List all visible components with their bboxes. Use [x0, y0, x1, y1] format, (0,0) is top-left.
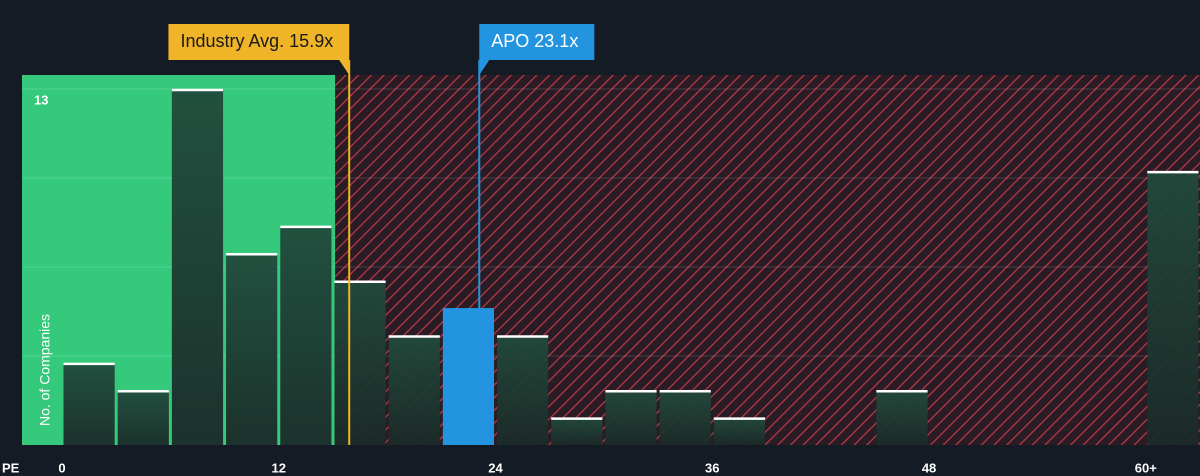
- bar: [226, 253, 278, 445]
- bars: [63, 88, 1199, 445]
- y-axis-label: No. of Companies: [37, 314, 53, 426]
- annotation-label: APO 23.1x: [491, 31, 578, 51]
- x-tick-label: 60+: [1135, 460, 1157, 475]
- x-tick-label: 0: [58, 460, 65, 475]
- x-axis-label: PE: [2, 460, 20, 475]
- x-tick-label: 24: [488, 460, 503, 475]
- bar: [280, 225, 332, 445]
- x-tick-label: 48: [922, 460, 936, 475]
- annotation-label: Industry Avg. 15.9x: [180, 31, 333, 51]
- bar: [497, 335, 549, 445]
- bar: [63, 362, 115, 445]
- bar: [1147, 171, 1199, 445]
- annotation-box: [168, 24, 350, 75]
- bar: [876, 390, 928, 445]
- bar: [551, 417, 603, 445]
- bar: [334, 280, 386, 445]
- x-tick-label: 36: [705, 460, 719, 475]
- bar: [171, 89, 224, 445]
- highlighted-bar: [442, 308, 495, 445]
- bar: [605, 390, 657, 445]
- y-tick-label: 13: [34, 92, 48, 107]
- annotation-box: [479, 24, 595, 75]
- bar: [659, 390, 711, 445]
- bar: [713, 417, 765, 445]
- bar: [388, 335, 440, 445]
- x-tick-label: 12: [272, 460, 286, 475]
- bar: [117, 390, 169, 445]
